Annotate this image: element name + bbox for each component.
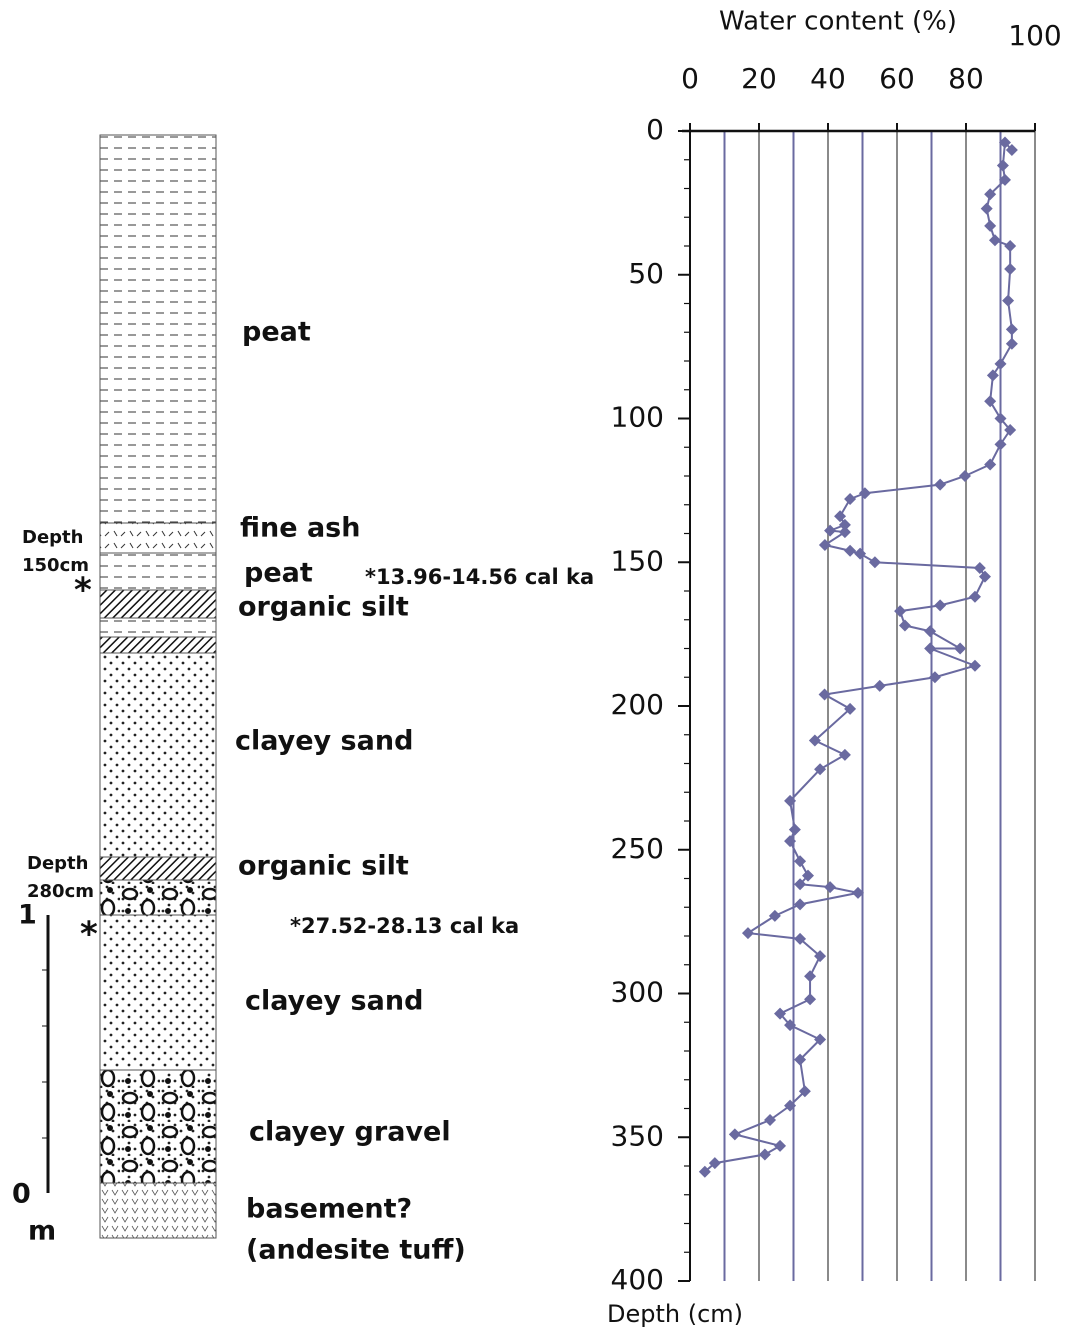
chart-title: Water content (%) (719, 7, 957, 37)
data-point (774, 1140, 786, 1152)
depth-label: 280cm (27, 881, 94, 902)
data-point (804, 970, 816, 982)
data-point (769, 910, 781, 922)
data-point (874, 680, 886, 692)
data-point (924, 643, 936, 655)
data-point (981, 203, 993, 215)
x-tick-label: 80 (948, 62, 984, 95)
data-point (984, 395, 996, 407)
y-tick-label: 400 (611, 1263, 664, 1296)
data-point (934, 479, 946, 491)
layer-label: peat (244, 558, 313, 589)
data-point (819, 539, 831, 551)
layer-label: organic silt (238, 592, 409, 623)
x-tick-label: 100 (1008, 19, 1061, 52)
data-point (854, 548, 866, 560)
x-tick-label: 0 (681, 62, 699, 95)
y-tick-label: 0 (646, 113, 664, 146)
data-point (924, 625, 936, 637)
layer-label: clayey sand (235, 726, 413, 757)
data-point (995, 358, 1007, 370)
scale-label: 0 (12, 1179, 31, 1210)
data-point (984, 220, 996, 232)
data-point (844, 545, 856, 557)
data-point (789, 824, 801, 836)
data-point (899, 620, 911, 632)
layer-label: peat (242, 317, 311, 348)
data-point (894, 605, 906, 617)
y-tick-label: 50 (628, 257, 664, 290)
data-point (1006, 338, 1018, 350)
layer-label: clayey sand (245, 986, 423, 1017)
data-point (804, 993, 816, 1005)
data-point (759, 1149, 771, 1161)
y-tick-label: 250 (611, 832, 664, 865)
data-point (954, 643, 966, 655)
data-point (984, 459, 996, 471)
scale-bar (42, 915, 48, 1193)
water-content-chart: Water content (%) Depth (cm) 0 20 40 60 80 10… (607, 7, 1062, 1329)
layer-label: fine ash (240, 513, 360, 544)
data-point (1004, 240, 1016, 252)
data-point (1002, 295, 1014, 307)
y-tick-label: 100 (611, 401, 664, 434)
data-point (959, 470, 971, 482)
y-tick-label: 150 (611, 544, 664, 577)
data-point (997, 160, 1009, 172)
data-point (794, 898, 806, 910)
data-point (934, 599, 946, 611)
data-point (969, 591, 981, 603)
data-point (1004, 263, 1016, 275)
data-point (824, 525, 836, 537)
depth-label: Depth (22, 527, 83, 548)
strat-column (100, 135, 216, 1238)
data-point (969, 660, 981, 672)
data-point (824, 881, 836, 893)
scale-label: m (28, 1216, 56, 1247)
data-point (742, 927, 754, 939)
data-point (844, 493, 856, 505)
data-point (987, 369, 999, 381)
depth-label: Depth (27, 853, 88, 874)
data-point (839, 526, 851, 538)
x-tick-label: 40 (810, 62, 846, 95)
data-point (839, 749, 851, 761)
data-point (989, 234, 1001, 246)
data-point (859, 487, 871, 499)
data-point (869, 556, 881, 568)
sample-marker: * (80, 915, 98, 955)
data-point (1006, 323, 1018, 335)
page: {"chart_data": {"type": "line", "title":… (0, 0, 1068, 1331)
layer-label: organic silt (238, 851, 409, 882)
data-point (995, 438, 1007, 450)
date-label: *13.96-14.56 cal ka (365, 565, 594, 589)
x-tick-label: 60 (879, 62, 915, 95)
scale-label: 1 (18, 900, 37, 931)
date-label: *27.52-28.13 cal ka (290, 914, 519, 938)
data-point (794, 855, 806, 867)
y-tick-label: 350 (611, 1119, 664, 1152)
x-tick-label: 20 (741, 62, 777, 95)
layer-label: basement? (246, 1194, 412, 1225)
layer-label: (andesite tuff) (246, 1235, 466, 1266)
y-tick-label: 200 (611, 688, 664, 721)
y-axis-title: Depth (cm) (607, 1300, 743, 1328)
figure: 1 0 m peat fine ash peat organic silt cl… (0, 0, 1068, 1331)
y-tick-label: 300 (611, 976, 664, 1009)
layer-label: clayey gravel (249, 1117, 451, 1148)
data-point (729, 1128, 741, 1140)
sample-marker: * (74, 571, 92, 611)
